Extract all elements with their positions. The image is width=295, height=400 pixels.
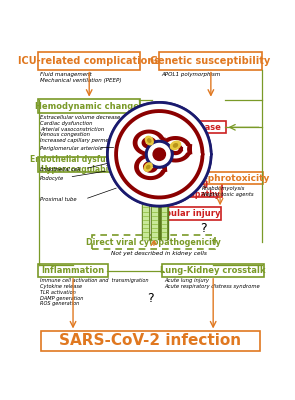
FancyBboxPatch shape: [38, 264, 108, 277]
Ellipse shape: [173, 144, 178, 147]
FancyBboxPatch shape: [139, 151, 202, 166]
Text: Rhabdomyolysis
Nephrotoxic agents: Rhabdomyolysis Nephrotoxic agents: [201, 186, 253, 197]
FancyBboxPatch shape: [158, 52, 263, 70]
Text: Direct viral cytopathogenicity: Direct viral cytopathogenicity: [86, 238, 221, 246]
Text: Genetic susceptibility: Genetic susceptibility: [150, 56, 271, 66]
Circle shape: [145, 140, 173, 168]
Text: Lung-Kidney crosstalk: Lung-Kidney crosstalk: [160, 266, 266, 275]
Bar: [151, 205, 158, 239]
FancyBboxPatch shape: [162, 264, 264, 277]
Text: ?: ?: [200, 222, 206, 236]
Bar: [143, 205, 148, 239]
FancyBboxPatch shape: [151, 121, 226, 134]
FancyBboxPatch shape: [151, 181, 222, 197]
Text: Endothelial dysfunction
Hypercoagulability: Endothelial dysfunction Hypercoagulabili…: [30, 155, 133, 174]
FancyBboxPatch shape: [38, 157, 124, 172]
Text: Thrombosis
TMA: Thrombosis TMA: [146, 149, 196, 168]
Text: Inflammation: Inflammation: [42, 266, 105, 275]
Text: Podocyte: Podocyte: [40, 176, 64, 181]
Ellipse shape: [171, 141, 181, 150]
FancyBboxPatch shape: [38, 99, 140, 114]
Bar: [160, 205, 168, 239]
FancyBboxPatch shape: [154, 207, 221, 220]
Bar: [152, 205, 157, 239]
Circle shape: [112, 106, 207, 202]
Text: Acute lung injury
Acute respiratory distress syndrome: Acute lung injury Acute respiratory dist…: [164, 278, 260, 289]
FancyBboxPatch shape: [38, 52, 140, 70]
Text: SARS-CoV-2 infection: SARS-CoV-2 infection: [59, 333, 242, 348]
Text: GFR decrease: GFR decrease: [156, 123, 221, 132]
Text: Fluid management
Mechanical ventilation (PEEP): Fluid management Mechanical ventilation …: [40, 72, 122, 83]
Ellipse shape: [144, 163, 152, 171]
Text: Proximal tube: Proximal tube: [40, 197, 76, 202]
FancyBboxPatch shape: [92, 235, 215, 249]
Circle shape: [153, 148, 165, 160]
Circle shape: [107, 102, 212, 207]
Text: ICU-related complications: ICU-related complications: [18, 56, 160, 66]
FancyBboxPatch shape: [200, 172, 263, 184]
Ellipse shape: [147, 166, 150, 169]
Circle shape: [148, 144, 170, 165]
Text: APOL1 polymorphism: APOL1 polymorphism: [161, 72, 220, 77]
Text: ?: ?: [148, 292, 154, 305]
Text: Tubular injury: Tubular injury: [154, 209, 221, 218]
Text: Endothelial cell: Endothelial cell: [40, 167, 81, 172]
Ellipse shape: [148, 139, 151, 142]
Text: Collapsing
glomerulopathy: Collapsing glomerulopathy: [152, 179, 221, 199]
Text: Nephrotoxicity: Nephrotoxicity: [194, 174, 269, 183]
Text: Immune cell activation and  transmigration
Cytokine release
TLR activation
DAMP : Immune cell activation and transmigratio…: [40, 278, 148, 306]
Text: Not yet described in kidney cells: Not yet described in kidney cells: [111, 250, 206, 256]
Text: Periglomerular arteriole: Periglomerular arteriole: [40, 146, 103, 151]
Text: Extracellular volume decrease
Cardiac dysfunction
Arterial vasoconstriction
Veno: Extracellular volume decrease Cardiac dy…: [40, 115, 125, 143]
Bar: [162, 205, 166, 239]
Text: Hemodynamic changes: Hemodynamic changes: [35, 102, 144, 111]
Ellipse shape: [145, 136, 153, 145]
Bar: [142, 205, 149, 239]
FancyBboxPatch shape: [41, 330, 260, 351]
